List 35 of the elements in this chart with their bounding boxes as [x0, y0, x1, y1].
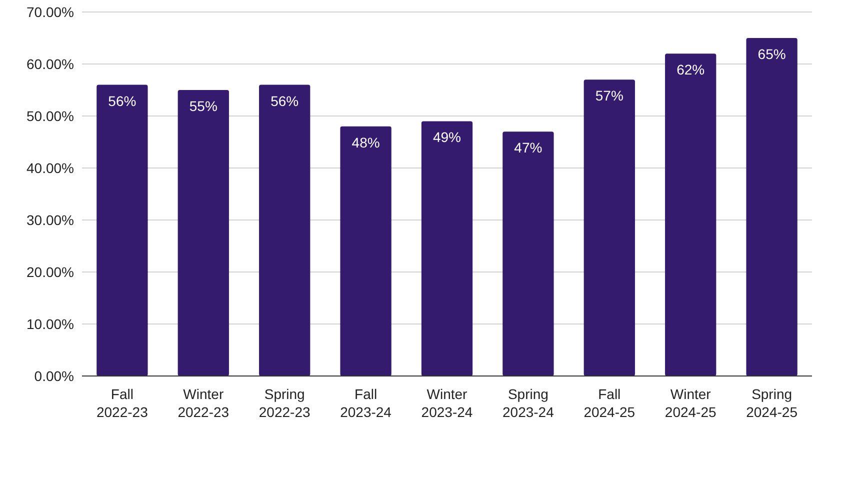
y-tick-label: 20.00%	[26, 264, 74, 280]
x-tick-label: Fall 2024-25	[584, 386, 636, 420]
data-label: 47%	[514, 140, 542, 156]
bar	[502, 132, 554, 376]
bar	[665, 54, 716, 376]
bar	[178, 90, 229, 376]
bar	[421, 121, 473, 376]
data-label: 65%	[758, 46, 786, 62]
bar	[259, 84, 310, 376]
y-tick-label: 40.00%	[26, 160, 74, 176]
y-tick-label: 60.00%	[26, 56, 74, 72]
x-tick-label: Spring 2022-23	[258, 386, 310, 420]
x-tick-label: Fall 2023-24	[340, 386, 392, 420]
bar	[584, 80, 635, 376]
data-label: 56%	[270, 92, 299, 109]
y-tick-label: 50.00%	[26, 108, 74, 124]
data-label: 62%	[676, 62, 705, 78]
x-tick-label: Winter 2024-25	[664, 386, 716, 420]
bar	[96, 84, 148, 376]
y-tick-label: 70.00%	[26, 4, 74, 20]
data-label: 57%	[595, 88, 624, 104]
y-tick-label: 30.00%	[26, 212, 74, 228]
x-tick-label: Winter 2022-23	[178, 386, 230, 420]
data-label: 56%	[108, 92, 136, 109]
bar	[746, 38, 798, 376]
x-tick-label: Spring 2023-24	[502, 386, 554, 420]
data-label: 49%	[432, 129, 462, 146]
x-tick-label: Spring 2024-25	[746, 386, 798, 420]
x-tick-label: Winter 2023-24	[421, 386, 473, 420]
data-label: 48%	[352, 134, 380, 150]
bar	[340, 126, 392, 376]
x-tick-label: Fall 2022-23	[96, 386, 148, 420]
y-tick-label: 10.00%	[26, 316, 74, 332]
data-label: 55%	[189, 98, 218, 114]
y-tick-label: 0.00%	[34, 368, 74, 384]
